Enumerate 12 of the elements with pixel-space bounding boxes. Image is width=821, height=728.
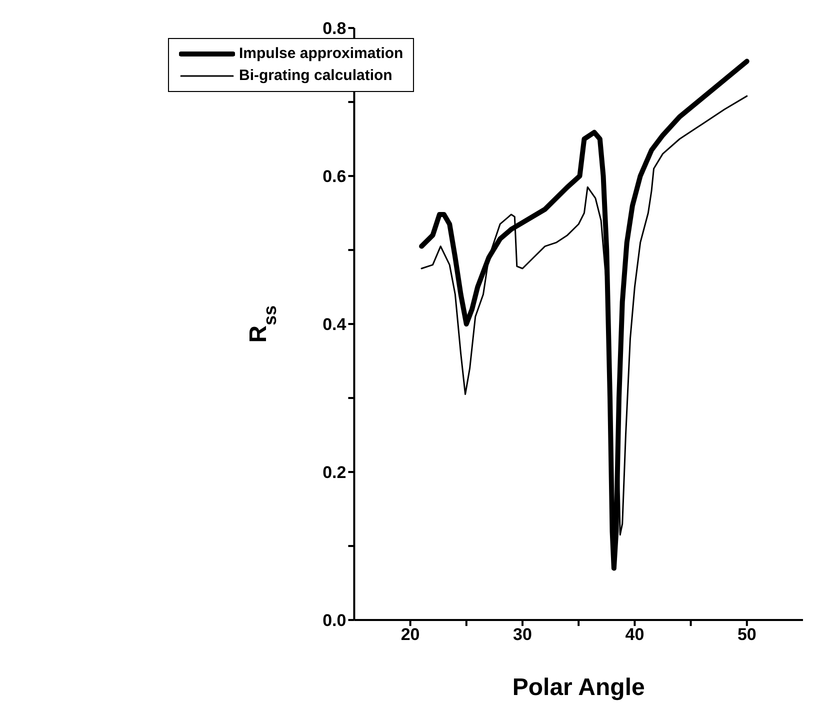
y-tick-label: 0.2: [322, 463, 346, 482]
legend-label: Impulse approximation: [239, 44, 404, 64]
y-tick-label: 0.0: [322, 611, 346, 630]
y-tick-label: 0.6: [322, 167, 346, 186]
x-axis-title: Polar Angle: [512, 674, 645, 701]
y-tick-label: 0.8: [322, 19, 346, 38]
x-tick-label: 50: [737, 625, 756, 644]
x-tick-label: 20: [400, 625, 420, 644]
x-tick-label: 30: [513, 625, 532, 644]
legend-label: Bi-grating calculation: [239, 66, 392, 86]
y-tick-label: 0.4: [322, 315, 347, 334]
x-tick-label: 40: [625, 625, 644, 644]
